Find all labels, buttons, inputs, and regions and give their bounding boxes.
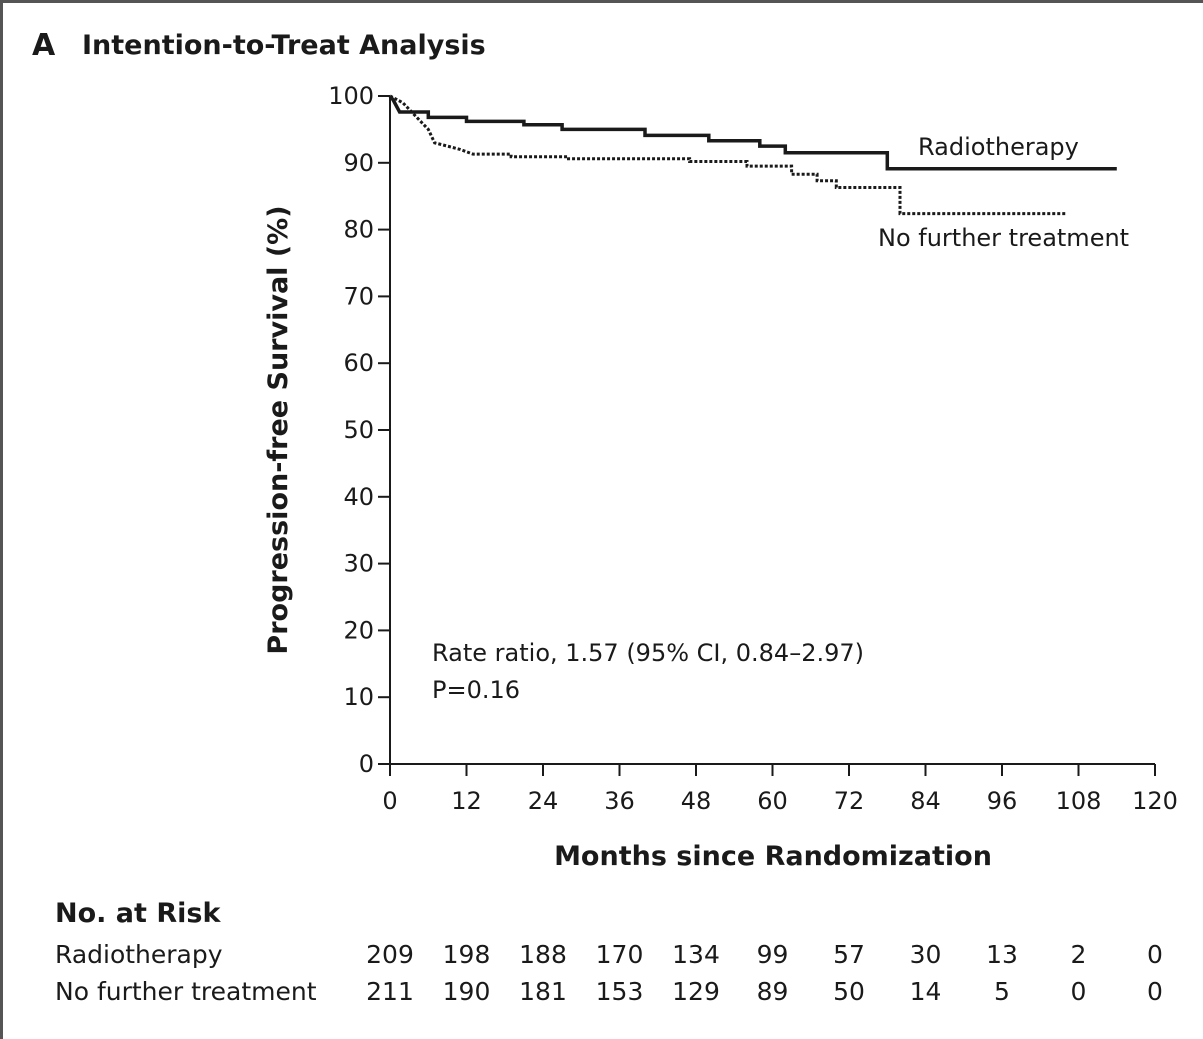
risk-cell: 0: [1147, 977, 1163, 1006]
x-tick-label: 12: [451, 787, 482, 815]
rate-ratio-annotation: Rate ratio, 1.57 (95% CI, 0.84–2.97): [432, 639, 864, 667]
x-axis-title: Months since Randomization: [554, 841, 992, 872]
risk-cell: 134: [672, 940, 720, 969]
x-tick-label: 72: [834, 787, 865, 815]
risk-cell: 181: [519, 977, 567, 1006]
risk-cell: 211: [366, 977, 414, 1006]
x-tick-label: 108: [1056, 787, 1102, 815]
risk-cell: 99: [757, 940, 789, 969]
risk-cell: 5: [994, 977, 1010, 1006]
x-tick-label: 36: [604, 787, 635, 815]
y-tick-label: 10: [343, 683, 374, 711]
risk-cell: 50: [833, 977, 865, 1006]
risk-cell: 153: [596, 977, 644, 1006]
x-tick-label: 84: [910, 787, 941, 815]
y-tick-label: 90: [343, 149, 374, 177]
x-axis-ticks: 0 12 24 36 48 60 72 84 96 108 120: [382, 764, 1178, 815]
risk-cell: 209: [366, 940, 414, 969]
y-tick-label: 30: [343, 550, 374, 578]
series-label-no-further-treatment: No further treatment: [878, 224, 1129, 252]
risk-row-label-no-further-treatment: No further treatment: [55, 977, 317, 1006]
series-label-radiotherapy: Radiotherapy: [918, 133, 1079, 161]
y-tick-label: 80: [343, 216, 374, 244]
risk-cell: 188: [519, 940, 567, 969]
y-tick-label: 60: [343, 349, 374, 377]
risk-cell: 129: [672, 977, 720, 1006]
risk-cell: 13: [986, 940, 1018, 969]
risk-cell: 170: [596, 940, 644, 969]
y-tick-label: 40: [343, 483, 374, 511]
risk-cell: 2: [1071, 940, 1087, 969]
y-axis-ticks: 0 10 20 30 40 50 60 70 80 90 100: [328, 82, 390, 778]
risk-cell: 0: [1147, 940, 1163, 969]
risk-row-label-radiotherapy: Radiotherapy: [55, 940, 223, 969]
x-tick-label: 48: [681, 787, 712, 815]
y-tick-label: 70: [343, 282, 374, 310]
x-tick-label: 60: [757, 787, 788, 815]
y-tick-label: 0: [359, 750, 374, 778]
risk-cell: 57: [833, 940, 865, 969]
risk-cell: 30: [910, 940, 942, 969]
y-tick-label: 100: [328, 82, 374, 110]
p-value-annotation: P=0.16: [432, 676, 520, 704]
risk-cell: 89: [757, 977, 789, 1006]
y-axis-title: Progression-free Survival (%): [263, 205, 294, 654]
risk-table-title: No. at Risk: [55, 898, 220, 929]
risk-cell: 198: [443, 940, 491, 969]
y-tick-label: 20: [343, 616, 374, 644]
x-tick-label: 0: [382, 787, 397, 815]
x-tick-label: 96: [987, 787, 1018, 815]
risk-cell: 14: [910, 977, 942, 1006]
y-tick-label: 50: [343, 416, 374, 444]
x-tick-label: 120: [1132, 787, 1178, 815]
x-tick-label: 24: [528, 787, 559, 815]
risk-cell: 190: [443, 977, 491, 1006]
risk-cell: 0: [1071, 977, 1087, 1006]
